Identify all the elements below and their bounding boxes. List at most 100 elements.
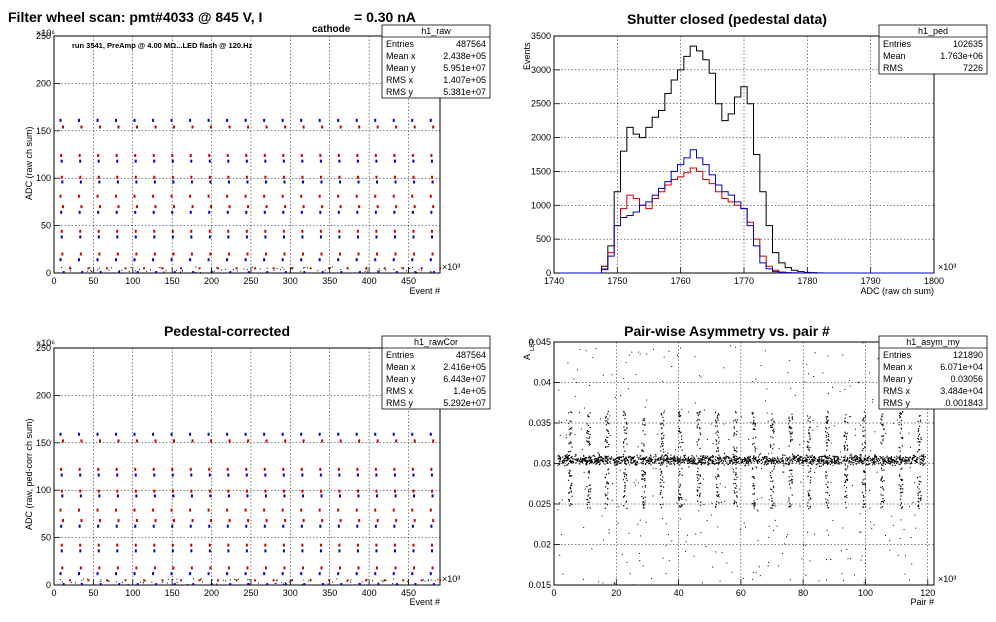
raw-step-point	[97, 229, 100, 233]
asym-band-point	[818, 460, 821, 463]
raw-step-point	[189, 153, 192, 157]
asym-spike-point	[751, 443, 754, 445]
raw-step-point	[264, 229, 267, 233]
asym-spike-point	[624, 413, 626, 415]
rawcor-ylabel: ADC (raw, ped-corr ch sum)	[24, 418, 34, 530]
raw-step-point	[154, 205, 157, 209]
rawcor-step-point	[431, 494, 434, 498]
asym-spike-point	[718, 493, 720, 496]
raw-low-point	[68, 267, 71, 270]
rawcor-step-point	[301, 543, 304, 547]
raw-step-point	[411, 210, 414, 214]
asym-band-point	[697, 457, 699, 459]
raw-step-point	[227, 252, 230, 256]
ped-ytick-label: 1000	[531, 200, 551, 210]
asym-band-point	[846, 459, 848, 461]
asym-spike-point	[681, 441, 683, 443]
rawcor-step-point	[135, 566, 138, 570]
asym-spike-point	[809, 505, 811, 508]
asym-spike-point	[660, 507, 663, 509]
asym-spike-point	[809, 447, 811, 449]
asym-outlier-point	[761, 497, 763, 499]
asym-band-point	[823, 461, 825, 463]
asym-spike-point	[807, 491, 809, 493]
asym-band-point	[576, 459, 578, 462]
rawcor-step-point	[429, 572, 432, 576]
asym-spike-point	[919, 476, 921, 478]
asym-band-point	[763, 455, 766, 458]
asym-outlier-point	[848, 379, 850, 381]
asym-spike-point	[827, 492, 829, 494]
rawcor-stats-key: Mean y	[386, 374, 416, 384]
raw-step-point	[152, 194, 155, 198]
asym-outlier-point	[794, 394, 796, 396]
asym-spike-point	[882, 438, 884, 440]
ped-ytick-label: 2500	[531, 99, 551, 109]
asym-outlier-point	[832, 464, 834, 466]
asym-spike-point	[807, 420, 809, 422]
asym-spike-point	[807, 445, 809, 447]
rawcor-xtick-label: 350	[322, 588, 337, 598]
rawcor-step-point	[152, 467, 155, 471]
asym-xtick-label: 100	[858, 588, 873, 598]
asym-band-point	[731, 460, 733, 462]
raw-step-point	[172, 252, 175, 256]
asym-band-point	[751, 462, 753, 464]
asym-outlier-point	[768, 453, 770, 455]
asym-band-point	[921, 458, 923, 460]
asym-band-point	[873, 458, 875, 460]
rawcor-noise-point	[87, 578, 89, 580]
asym-band-point	[805, 459, 807, 461]
rawcor-step-point	[376, 439, 379, 443]
asym-band-point	[616, 460, 618, 462]
asym-spike-point	[662, 424, 665, 426]
asym-band-point	[772, 458, 774, 461]
rawcor-noise-point	[303, 579, 305, 581]
rawcor-xlabel: Event #	[409, 597, 440, 607]
rawcor-noise-point	[59, 579, 61, 581]
raw-step-point	[60, 159, 63, 163]
asym-band-point	[778, 458, 780, 460]
asym-spike-point	[570, 488, 572, 490]
rawcor-step-point	[356, 489, 359, 493]
raw-noise-point	[236, 270, 238, 272]
rawcor-step-point	[263, 524, 266, 528]
asym-band-point	[567, 457, 569, 459]
asym-spike-point	[789, 502, 791, 504]
rawcor-step-point	[429, 508, 432, 512]
rawcor-noise-point	[307, 580, 309, 582]
asym-band-point	[567, 455, 569, 457]
asym-band-point	[848, 460, 850, 462]
asym-band-point	[843, 456, 845, 459]
asym-band-point	[859, 454, 861, 456]
asym-band-point	[889, 463, 891, 465]
asym-band-point	[685, 459, 687, 461]
asym-spike-point	[733, 450, 736, 452]
raw-step-point	[374, 118, 377, 122]
asym-spike-point	[771, 500, 773, 502]
asym-outlier-point	[701, 582, 703, 584]
raw-noise-point	[405, 270, 407, 272]
raw-step-point	[245, 175, 248, 179]
rawcor-noise-point	[276, 579, 278, 581]
asym-spike-point	[809, 435, 811, 437]
asym-ylabel: A	[522, 354, 532, 360]
asym-spike-point	[570, 420, 572, 423]
asym-spike-point	[862, 430, 864, 432]
asym-spike-point	[827, 411, 829, 413]
asym-band-point	[837, 462, 839, 464]
asym-band-point	[650, 460, 652, 462]
asym-spike-point	[918, 441, 921, 443]
asym-spike-point	[571, 484, 573, 486]
asym-band-point	[656, 459, 658, 461]
asym-spike-point	[845, 433, 847, 435]
asym-band-point	[664, 455, 666, 457]
asym-spike-point	[604, 440, 606, 442]
asym-band-point	[680, 456, 682, 458]
asym-band-point	[687, 459, 689, 461]
asym-outlier-point	[559, 434, 561, 436]
asym-spike-point	[772, 480, 774, 482]
asym-band-point	[764, 457, 766, 459]
asym-spike-point	[901, 479, 904, 481]
asym-spike-point	[845, 507, 847, 509]
